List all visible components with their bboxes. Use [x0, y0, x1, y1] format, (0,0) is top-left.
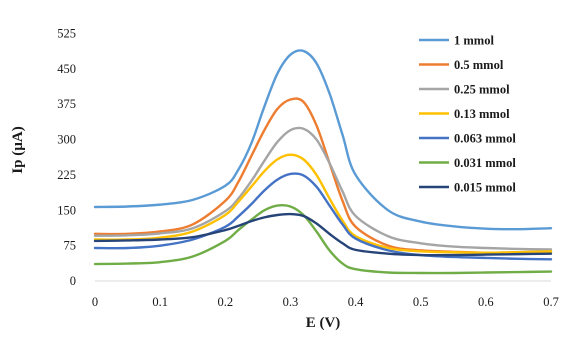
legend-label: 0.5 mmol: [454, 58, 504, 72]
y-tick-label: 525: [57, 27, 76, 41]
x-tick-label: 0.1: [152, 295, 168, 309]
y-tick-label: 375: [57, 97, 76, 111]
legend-label: 0.13 mmol: [454, 107, 510, 121]
legend-label: 1 mmol: [454, 34, 494, 48]
y-tick-label: 75: [64, 239, 77, 253]
x-axis-label: E (V): [306, 315, 341, 331]
series-line-0-25-mmol: [93, 126, 553, 251]
legend-label: 0.031 mmol: [454, 156, 516, 170]
y-tick-label: 0: [70, 274, 76, 288]
y-tick-label: 300: [57, 133, 76, 147]
y-tick-label: 225: [57, 168, 76, 182]
x-tick-label: 0.7: [543, 295, 559, 309]
y-tick-label: 450: [57, 62, 76, 76]
x-tick-label: 0.5: [413, 295, 429, 309]
y-axis-label: Ip (µA): [10, 126, 26, 173]
y-tick-labels: 0 75 150 225 300 375 450 525: [57, 27, 76, 289]
legend-label: 0.015 mmol: [454, 181, 516, 195]
x-tick-labels: 0 0.1 0.2 0.3 0.4 0.5 0.6 0.7: [92, 295, 559, 309]
plot-area: [93, 49, 553, 275]
x-tick-label: 0.2: [217, 295, 233, 309]
y-tick-label: 150: [57, 203, 76, 217]
x-tick-label: 0.4: [348, 295, 364, 309]
x-tick-label: 0.6: [478, 295, 494, 309]
series-line-0-13-mmol: [93, 153, 553, 254]
series-line-0-015-mmol: [93, 212, 553, 257]
legend-label: 0.25 mmol: [454, 83, 510, 97]
legend: 1 mmol 0.5 mmol 0.25 mmol 0.13 mmol 0.063 mm…: [419, 34, 516, 195]
x-tick-label: 0.3: [283, 295, 299, 309]
series-line-1-mmol: [93, 49, 553, 231]
x-tick-label: 0: [92, 295, 98, 309]
legend-label: 0.063 mmol: [454, 132, 516, 146]
